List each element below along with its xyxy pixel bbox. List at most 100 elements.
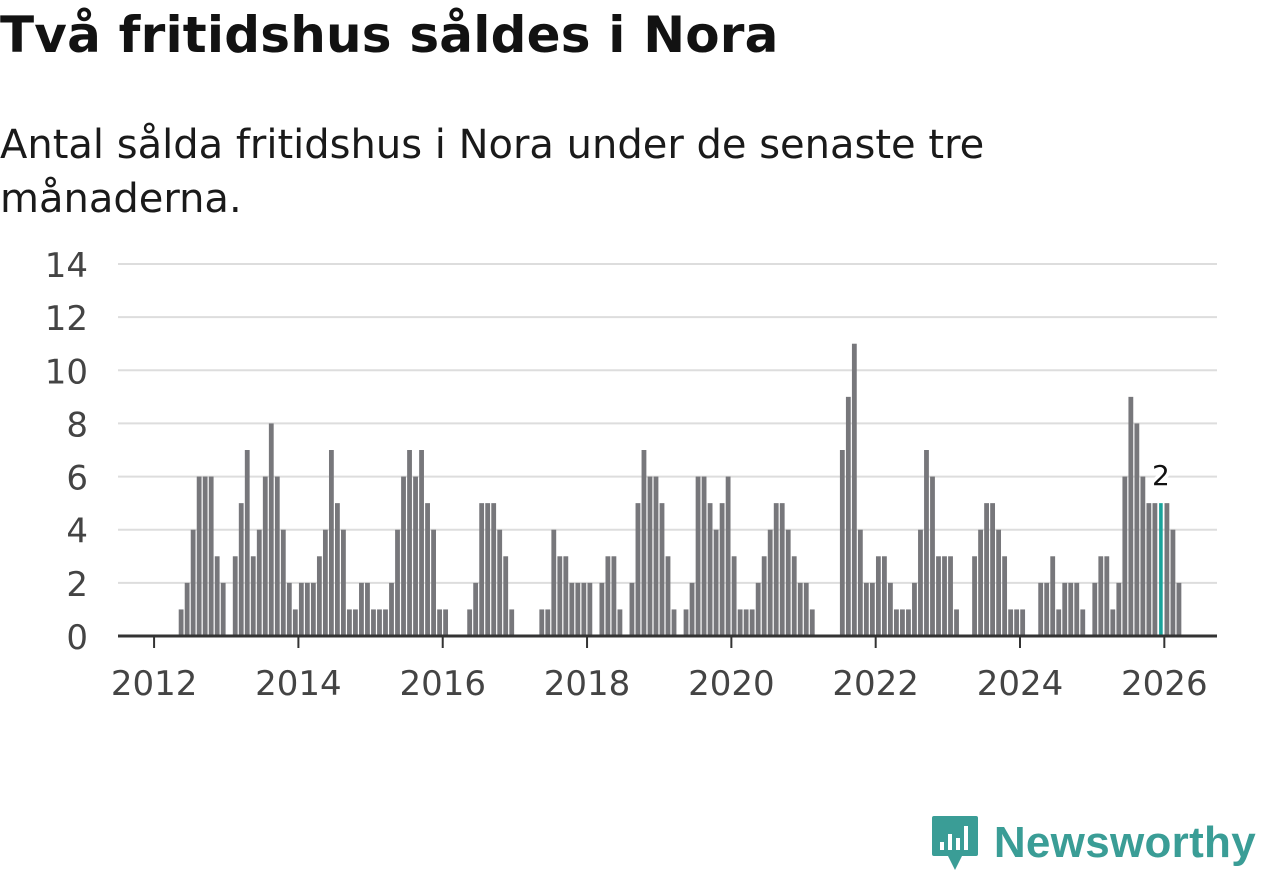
brand-name: Newsworthy (993, 818, 1256, 867)
bar (575, 582, 581, 636)
y-tick-label: 8 (66, 405, 88, 445)
bar (725, 476, 731, 636)
bar (485, 503, 491, 636)
x-tick-label: 2026 (1121, 664, 1208, 704)
bar (304, 582, 310, 636)
y-tick-label: 2 (66, 565, 88, 605)
bar (347, 609, 352, 636)
bar (425, 503, 430, 636)
bar (178, 609, 184, 636)
bar (924, 450, 929, 636)
bar (803, 582, 809, 636)
bar (1176, 582, 1182, 636)
bar (1110, 609, 1116, 636)
bar (1116, 582, 1122, 636)
bar (545, 609, 551, 636)
bar (581, 582, 587, 636)
bar (395, 529, 400, 636)
bar (984, 503, 989, 636)
bar (377, 609, 382, 636)
x-tick-label: 2016 (399, 664, 486, 704)
bar (353, 609, 358, 636)
bar (1020, 609, 1026, 636)
bar (1092, 582, 1098, 636)
bar (298, 582, 304, 636)
bar (220, 582, 226, 636)
bar (491, 503, 497, 636)
x-tick-label: 2014 (255, 664, 342, 704)
bar (557, 556, 563, 636)
bar (383, 609, 388, 636)
bar (1002, 556, 1008, 636)
y-tick-label: 4 (66, 512, 88, 552)
bar (250, 556, 256, 636)
bar (990, 503, 996, 636)
bar (881, 556, 887, 636)
data-label: 2 (1152, 459, 1170, 492)
bar (900, 609, 905, 636)
bar (202, 476, 208, 636)
bar (665, 556, 671, 636)
bar (701, 476, 707, 636)
y-tick-label: 14 (45, 246, 88, 286)
chart-title: Två fritidshus såldes i Nora (0, 6, 779, 64)
bar (1098, 556, 1104, 636)
x-tick-label: 2012 (111, 664, 198, 704)
bar (918, 529, 923, 636)
bar (334, 503, 340, 636)
bar (1128, 396, 1134, 636)
bar (569, 582, 575, 636)
bar (851, 343, 857, 636)
bar (695, 476, 701, 636)
bar (978, 529, 983, 636)
y-tick-label: 0 (66, 618, 88, 658)
bar (809, 609, 815, 636)
bar (467, 609, 473, 636)
bar (942, 556, 947, 636)
bar (863, 582, 869, 636)
bar (912, 582, 917, 636)
bar (1140, 476, 1146, 636)
bar (563, 556, 569, 636)
bar (341, 529, 346, 636)
bar (683, 609, 689, 636)
x-tick-label: 2022 (832, 664, 919, 704)
bar (839, 450, 845, 636)
bar (1134, 423, 1140, 636)
bar (755, 582, 761, 636)
bar (737, 609, 743, 636)
y-tick-label: 12 (45, 299, 88, 339)
newsworthy-logo-icon (931, 816, 978, 870)
bar (659, 503, 665, 636)
bar (1080, 609, 1086, 636)
bar (479, 503, 485, 636)
bar (184, 582, 190, 636)
bar (587, 582, 593, 636)
bar (671, 609, 677, 636)
bar (256, 529, 262, 636)
bar (238, 503, 244, 636)
bar (1014, 609, 1020, 636)
bar (473, 582, 479, 636)
bar (1146, 503, 1152, 636)
bar (413, 476, 418, 636)
bar (359, 582, 364, 636)
bar (1122, 476, 1128, 636)
bar (1068, 582, 1074, 636)
bar (262, 476, 268, 636)
bar (894, 609, 899, 636)
bar (443, 609, 449, 636)
bar (292, 609, 298, 636)
bar (407, 450, 412, 636)
bar (322, 529, 328, 636)
bar (328, 450, 334, 636)
bar (743, 609, 749, 636)
bar (1050, 556, 1056, 636)
bar (419, 450, 424, 636)
bar (365, 582, 370, 636)
bar (719, 503, 725, 636)
bar (232, 556, 238, 636)
bar (930, 476, 935, 636)
bar (274, 476, 280, 636)
bar (749, 609, 755, 636)
